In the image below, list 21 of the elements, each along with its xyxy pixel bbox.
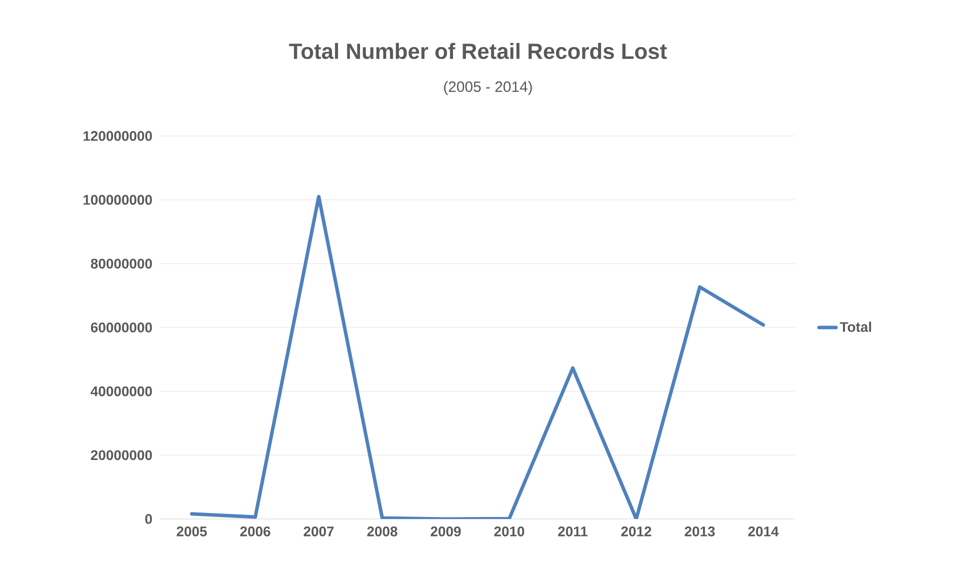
x-tick-label: 2012 <box>621 526 652 536</box>
y-tick-label: 100000000 <box>84 194 152 205</box>
y-tick-label: 0 <box>145 514 152 524</box>
chart-title: Total Number of Retail Records Lost <box>289 42 667 60</box>
x-tick-label: 2007 <box>304 526 334 536</box>
y-tick-label: 20000000 <box>90 450 152 460</box>
x-tick-label: 2010 <box>494 526 524 536</box>
x-tick-label: 2009 <box>430 526 461 536</box>
x-tick-label: 2005 <box>176 526 207 536</box>
y-tick-label: 80000000 <box>90 258 152 269</box>
y-tick-label: 40000000 <box>90 386 152 396</box>
y-tick-label: 60000000 <box>90 322 152 332</box>
line-series <box>190 194 766 519</box>
x-tick-label: 2008 <box>367 526 398 536</box>
x-tick-label: 2013 <box>684 526 715 536</box>
legend-label: Total <box>840 322 872 332</box>
x-tick-label: 2014 <box>748 526 779 536</box>
y-tick-label: 120000000 <box>84 131 152 141</box>
x-tick-label: 2011 <box>558 526 588 536</box>
chart-subtitle: (2005 - 2014) <box>444 81 532 95</box>
x-tick-label: 2006 <box>240 526 270 536</box>
